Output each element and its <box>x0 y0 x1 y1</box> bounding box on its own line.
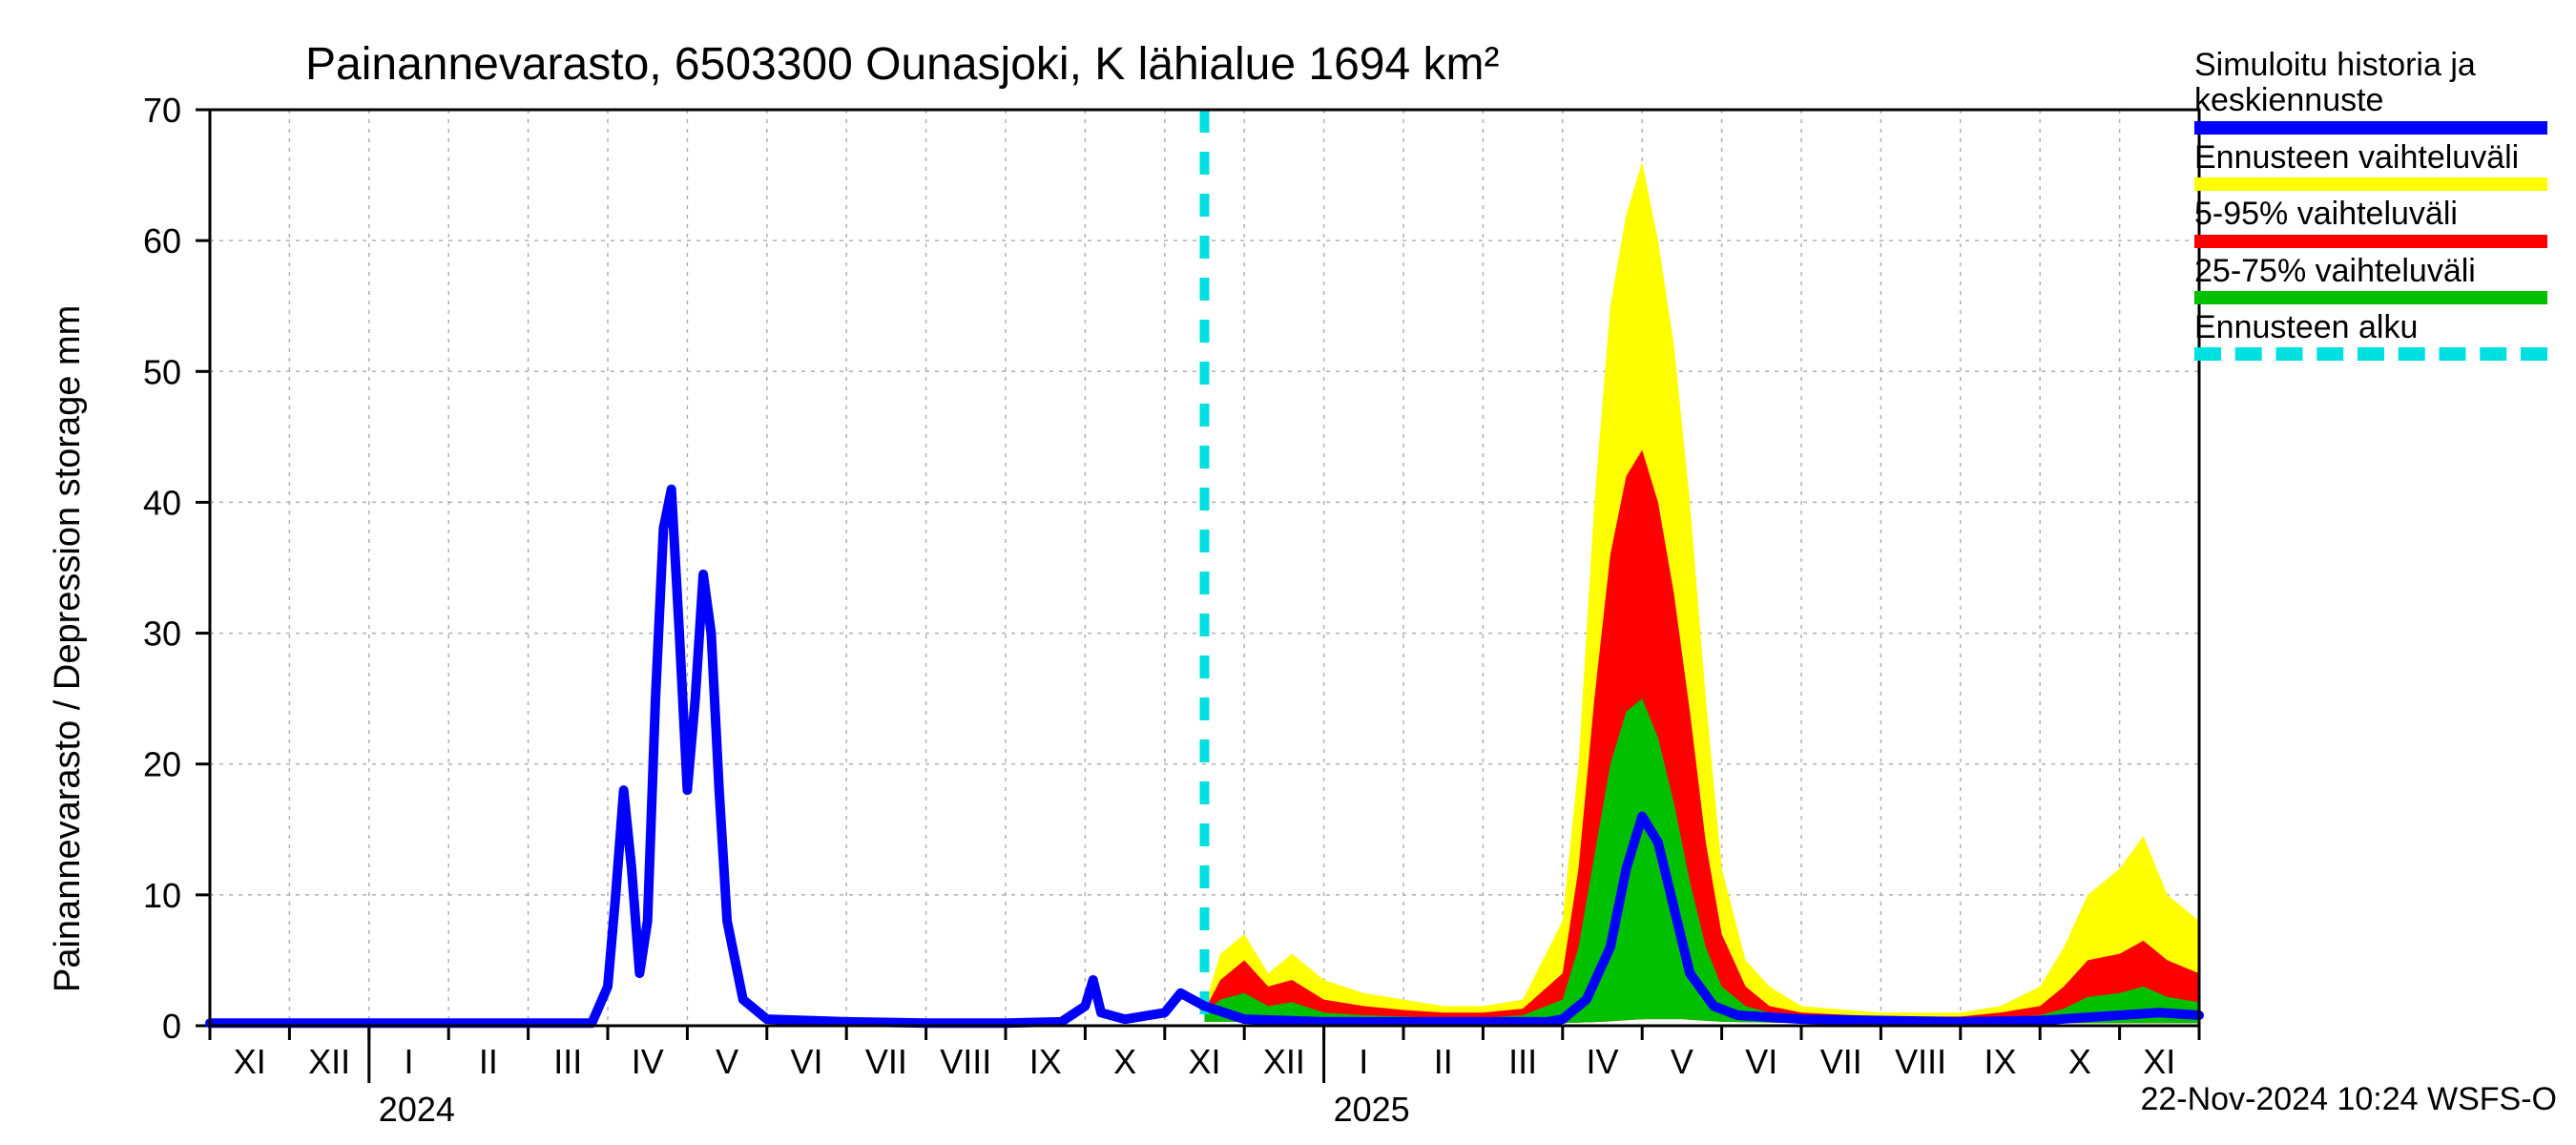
svg-text:V: V <box>1671 1042 1693 1081</box>
svg-text:X: X <box>2068 1042 2091 1081</box>
legend-item: 5-95% vaihteluväli <box>2194 197 2557 247</box>
legend-label: 25-75% vaihteluväli <box>2194 254 2557 289</box>
svg-text:XII: XII <box>1263 1042 1305 1081</box>
legend-item: Simuloitu historia jakeskiennuste <box>2194 48 2557 135</box>
legend-label: keskiennuste <box>2194 83 2557 118</box>
svg-text:0: 0 <box>162 1007 181 1046</box>
svg-text:II: II <box>1434 1042 1453 1081</box>
svg-text:10: 10 <box>143 876 181 915</box>
svg-text:VIII: VIII <box>1895 1042 1946 1081</box>
legend-swatch <box>2194 235 2547 248</box>
svg-text:III: III <box>553 1042 582 1081</box>
svg-text:VIII: VIII <box>940 1042 991 1081</box>
legend-swatch <box>2194 177 2547 191</box>
svg-text:VII: VII <box>865 1042 907 1081</box>
legend-swatch <box>2194 291 2547 304</box>
timestamp: 22-Nov-2024 10:24 WSFS-O <box>2140 1081 2557 1118</box>
legend-label: Ennusteen alku <box>2194 310 2557 345</box>
svg-text:VII: VII <box>1820 1042 1862 1081</box>
svg-text:VI: VI <box>790 1042 822 1081</box>
legend-item: 25-75% vaihteluväli <box>2194 254 2557 304</box>
legend-item: Ennusteen alku <box>2194 310 2557 361</box>
svg-text:2024: 2024 <box>379 1090 455 1129</box>
svg-text:60: 60 <box>143 221 181 260</box>
svg-text:IX: IX <box>1984 1042 2016 1081</box>
svg-text:20: 20 <box>143 745 181 784</box>
svg-text:V: V <box>716 1042 738 1081</box>
chart-plot: 010203040506070XIXIIIIIIIIIVVVIVIIVIIIIX… <box>0 0 2576 1145</box>
svg-text:I: I <box>1359 1042 1368 1081</box>
legend-swatch <box>2194 121 2547 135</box>
svg-text:30: 30 <box>143 614 181 654</box>
svg-text:XI: XI <box>2143 1042 2175 1081</box>
chart-title: Painannevarasto, 6503300 Ounasjoki, K lä… <box>305 38 1500 91</box>
y-axis-label: Painannevarasto / Depression storage mm <box>48 305 89 992</box>
svg-text:I: I <box>404 1042 413 1081</box>
chart-container: Painannevarasto, 6503300 Ounasjoki, K lä… <box>0 0 2576 1145</box>
svg-text:70: 70 <box>143 91 181 130</box>
legend-swatch <box>2194 347 2547 361</box>
svg-text:X: X <box>1113 1042 1136 1081</box>
svg-text:XI: XI <box>234 1042 266 1081</box>
legend-label: Simuloitu historia ja <box>2194 48 2557 83</box>
svg-text:XI: XI <box>1188 1042 1220 1081</box>
svg-text:III: III <box>1508 1042 1537 1081</box>
svg-text:IX: IX <box>1029 1042 1062 1081</box>
svg-text:2025: 2025 <box>1334 1090 1410 1129</box>
legend-label: 5-95% vaihteluväli <box>2194 197 2557 232</box>
legend-label: Ennusteen vaihteluväli <box>2194 140 2557 176</box>
legend: Simuloitu historia jakeskiennuste Ennuste… <box>2194 48 2557 366</box>
legend-item: Ennusteen vaihteluväli <box>2194 140 2557 191</box>
svg-text:XII: XII <box>308 1042 350 1081</box>
svg-text:II: II <box>479 1042 498 1081</box>
svg-text:VI: VI <box>1745 1042 1777 1081</box>
svg-text:50: 50 <box>143 352 181 391</box>
svg-text:40: 40 <box>143 483 181 522</box>
svg-text:IV: IV <box>632 1042 664 1081</box>
svg-text:IV: IV <box>1586 1042 1618 1081</box>
